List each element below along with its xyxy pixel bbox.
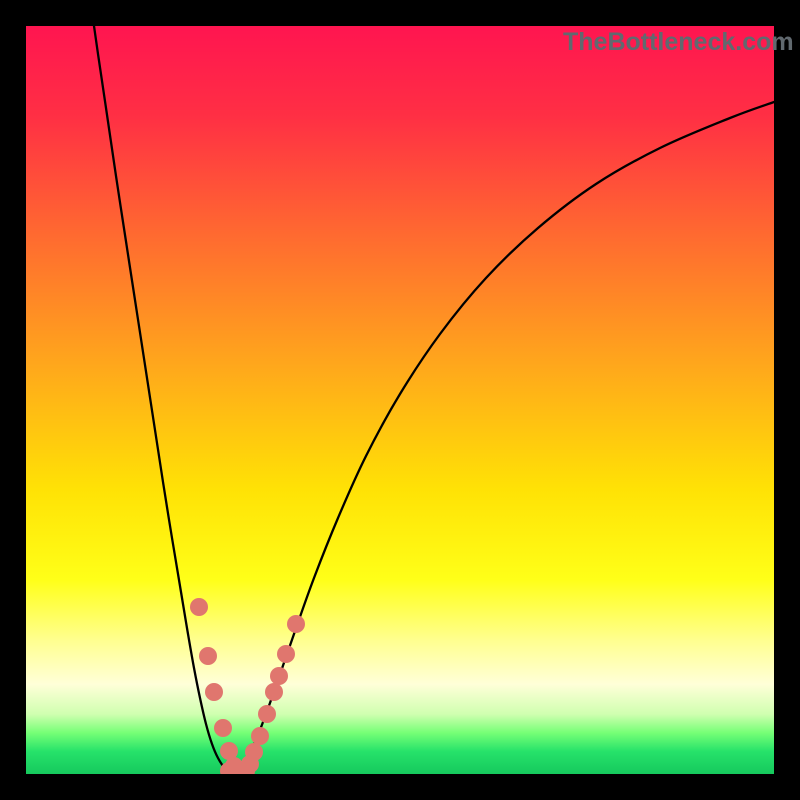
data-marker xyxy=(214,719,232,737)
data-marker xyxy=(251,727,269,745)
data-marker xyxy=(245,743,263,761)
watermark-text: TheBottleneck.com xyxy=(563,28,794,57)
chart-canvas: TheBottleneck.com xyxy=(0,0,800,800)
data-marker xyxy=(270,667,288,685)
data-marker xyxy=(205,683,223,701)
data-marker xyxy=(258,705,276,723)
data-marker xyxy=(265,683,283,701)
data-marker xyxy=(287,615,305,633)
data-marker xyxy=(277,645,295,663)
marker-layer xyxy=(26,26,774,774)
plot-area xyxy=(26,26,774,774)
data-marker xyxy=(199,647,217,665)
data-marker xyxy=(190,598,208,616)
